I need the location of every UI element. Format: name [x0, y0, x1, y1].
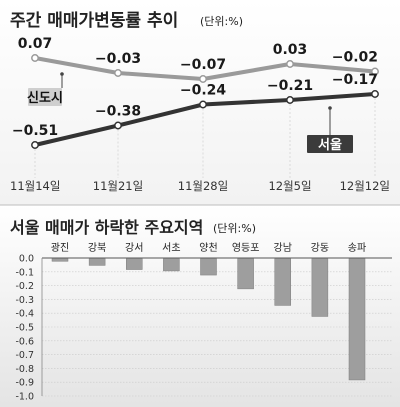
bar — [200, 258, 217, 276]
y-tick-label: -0.4 — [15, 309, 34, 320]
x-tick-label: 12월5일 — [268, 179, 311, 193]
series-badge — [307, 135, 353, 153]
category-label: 서초 — [162, 242, 180, 254]
line-chart-unit: (단위:%) — [200, 15, 243, 28]
y-tick-label: -0.9 — [15, 378, 34, 389]
data-label: −0.38 — [95, 104, 141, 120]
y-tick-label: 0.0 — [19, 254, 34, 265]
line-chart: 0.07 −0.03 −0.07 0.03 −0.02 신도시 −0.51 −0.38 −0.2… — [12, 36, 379, 153]
bar — [311, 258, 329, 317]
series-badge — [28, 88, 62, 106]
y-tick-label: -1.0 — [15, 392, 34, 403]
bar-chart-unit: (단위:%) — [213, 222, 256, 235]
data-point — [199, 100, 207, 109]
bar — [88, 258, 106, 266]
category-label: 양천 — [199, 242, 217, 254]
data-point — [371, 90, 379, 98]
bar — [163, 258, 180, 272]
y-tick-label: -0.8 — [15, 364, 34, 375]
line-chart-title: 주간 매매가변동률 추이 — [10, 11, 178, 31]
category-label: 강서 — [125, 242, 143, 254]
data-label: −0.03 — [95, 51, 141, 67]
category-label: 강남 — [274, 242, 292, 254]
data-point — [31, 141, 39, 149]
bar-chart-title: 서울 매매가 하락한 주요지역 — [10, 218, 203, 237]
category-label: 광진 — [51, 242, 69, 254]
bar — [51, 258, 69, 262]
data-point — [199, 75, 207, 83]
series-name-label: 신도시 — [27, 91, 63, 106]
y-tick-label: -0.2 — [15, 281, 34, 292]
x-tick-label: 11월28일 — [178, 179, 228, 193]
x-tick-label: 11월14일 — [10, 179, 60, 193]
y-tick-label: -0.6 — [15, 336, 34, 347]
category-label: 강북 — [88, 242, 106, 254]
category-label: 강동 — [311, 242, 329, 254]
series-leader-dot — [60, 72, 64, 76]
bottom-panel-background — [0, 205, 400, 407]
bar — [237, 258, 254, 290]
data-label: −0.24 — [180, 83, 227, 99]
data-point — [114, 121, 122, 130]
data-point — [286, 96, 294, 104]
bar — [126, 258, 143, 270]
data-point — [31, 54, 39, 62]
line-chart-x-axis: 11월14일 11월21일 11월28일 12월5일 12월12일 — [10, 98, 390, 193]
data-label: −0.51 — [12, 123, 58, 139]
data-label: 0.03 — [273, 42, 308, 58]
x-tick-label: 12월12일 — [340, 179, 390, 193]
bar — [274, 258, 291, 306]
x-tick-label: 11월21일 — [93, 179, 143, 193]
data-label: −0.21 — [267, 78, 313, 94]
series-name-label: 서울 — [318, 137, 342, 153]
data-label: −0.02 — [332, 50, 378, 66]
data-label: −0.17 — [332, 72, 378, 88]
category-label: 송파 — [348, 242, 366, 254]
y-tick-label: -0.1 — [15, 267, 34, 278]
category-label: 영등포 — [232, 242, 260, 254]
data-point — [371, 67, 379, 76]
data-label: −0.07 — [180, 57, 226, 73]
data-point — [114, 69, 122, 77]
series-leader-dot — [328, 106, 332, 110]
data-point — [286, 60, 294, 68]
data-label: 0.07 — [18, 36, 53, 52]
y-tick-label: -0.3 — [15, 295, 34, 306]
bar — [348, 258, 366, 381]
y-tick-label: -0.5 — [15, 323, 34, 334]
y-tick-label: -0.7 — [15, 350, 34, 361]
bar-chart: 0.0 -0.1 -0.2 -0.3 -0.4 -0.5 -0.6 -0.7 -0.8 -0.9 -… — [15, 242, 392, 403]
